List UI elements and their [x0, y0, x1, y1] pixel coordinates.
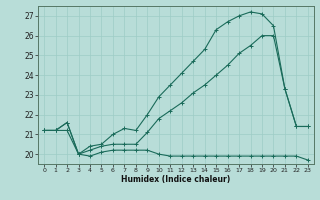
X-axis label: Humidex (Indice chaleur): Humidex (Indice chaleur): [121, 175, 231, 184]
